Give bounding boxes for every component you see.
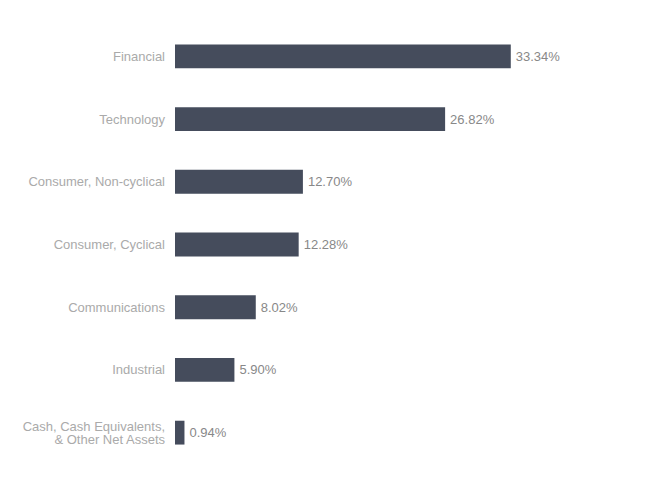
svg-text:Technology: Technology xyxy=(99,112,165,127)
svg-text:12.70%: 12.70% xyxy=(308,174,353,189)
svg-text:8.02%: 8.02% xyxy=(261,300,298,315)
svg-text:Communications: Communications xyxy=(68,300,165,315)
svg-text:Consumer, Cyclical: Consumer, Cyclical xyxy=(54,237,165,252)
svg-text:0.94%: 0.94% xyxy=(189,425,226,440)
svg-text:Consumer, Non-cyclical: Consumer, Non-cyclical xyxy=(28,174,165,189)
svg-text:26.82%: 26.82% xyxy=(450,112,495,127)
svg-text:Financial: Financial xyxy=(113,49,165,64)
svg-text:33.34%: 33.34% xyxy=(516,49,561,64)
svg-text:Cash, Cash Equivalents,: Cash, Cash Equivalents, xyxy=(22,418,165,434)
svg-text:Industrial: Industrial xyxy=(112,362,165,377)
svg-text:& Other Net Assets: & Other Net Assets xyxy=(54,432,165,447)
svg-text:12.28%: 12.28% xyxy=(304,237,349,252)
svg-text:5.90%: 5.90% xyxy=(239,362,276,377)
